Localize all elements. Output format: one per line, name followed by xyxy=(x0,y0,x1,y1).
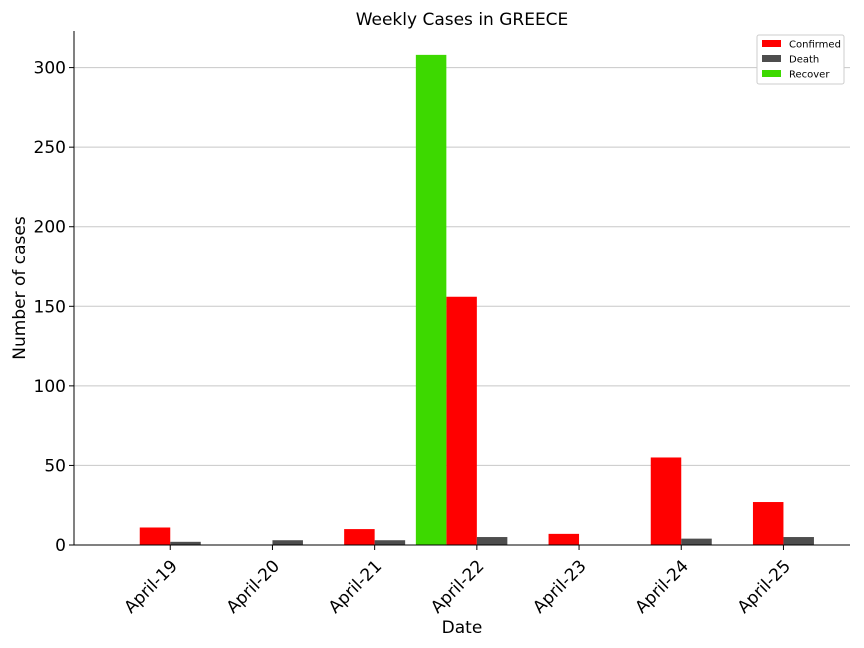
x-tick-label: April-22 xyxy=(427,556,488,617)
legend-swatch-recover xyxy=(762,70,781,77)
x-tick-label: April-19 xyxy=(121,556,182,617)
y-tick-label: 0 xyxy=(55,536,66,556)
x-ticks: April-19 April-20 April-21 April-22 April-23… xyxy=(121,545,795,618)
legend-swatch-death xyxy=(762,55,781,62)
bar-confirmed-april-24 xyxy=(650,457,682,545)
x-tick-label: April-25 xyxy=(734,556,795,617)
legend: Confirmed Death Recover xyxy=(756,34,845,85)
bar-confirmed-april-21 xyxy=(344,529,375,545)
x-tick-label: April-21 xyxy=(325,556,386,617)
bar-confirmed-april-25 xyxy=(752,502,784,545)
x-axis-label: Date xyxy=(442,618,483,638)
y-tick-label: 250 xyxy=(34,138,66,158)
y-tick-label: 150 xyxy=(34,297,66,317)
y-tick-label: 200 xyxy=(34,218,66,238)
bar-death-april-21 xyxy=(374,540,406,545)
bars xyxy=(139,54,814,546)
bar-death-april-24 xyxy=(681,538,712,545)
legend-label-confirmed: Confirmed xyxy=(789,40,841,51)
bar-death-april-20 xyxy=(272,540,303,545)
axes xyxy=(73,31,850,546)
bar-death-april-19 xyxy=(170,541,201,545)
bar-death-april-22 xyxy=(476,537,508,545)
x-tick-label: April-23 xyxy=(529,556,590,617)
bar-recover-april-22 xyxy=(415,54,447,546)
legend-swatch-confirmed xyxy=(762,40,781,47)
chart-title: Weekly Cases in GREECE xyxy=(356,10,569,30)
bar-confirmed-april-23 xyxy=(548,533,580,545)
x-tick-label: April-24 xyxy=(632,556,693,617)
bar-confirmed-april-19 xyxy=(139,527,171,545)
legend-label-death: Death xyxy=(789,55,819,66)
y-tick-label: 300 xyxy=(34,59,66,79)
bar-confirmed-april-22 xyxy=(446,296,477,545)
y-tick-label: 100 xyxy=(34,377,66,397)
bar-death-april-25 xyxy=(783,537,814,545)
legend-label-recover: Recover xyxy=(789,70,830,81)
x-tick-label: April-20 xyxy=(223,556,284,617)
y-axis-label: Number of cases xyxy=(10,216,30,360)
y-ticks: 0 50 100 150 200 250 300 xyxy=(34,59,74,556)
y-tick-label: 50 xyxy=(44,456,66,476)
